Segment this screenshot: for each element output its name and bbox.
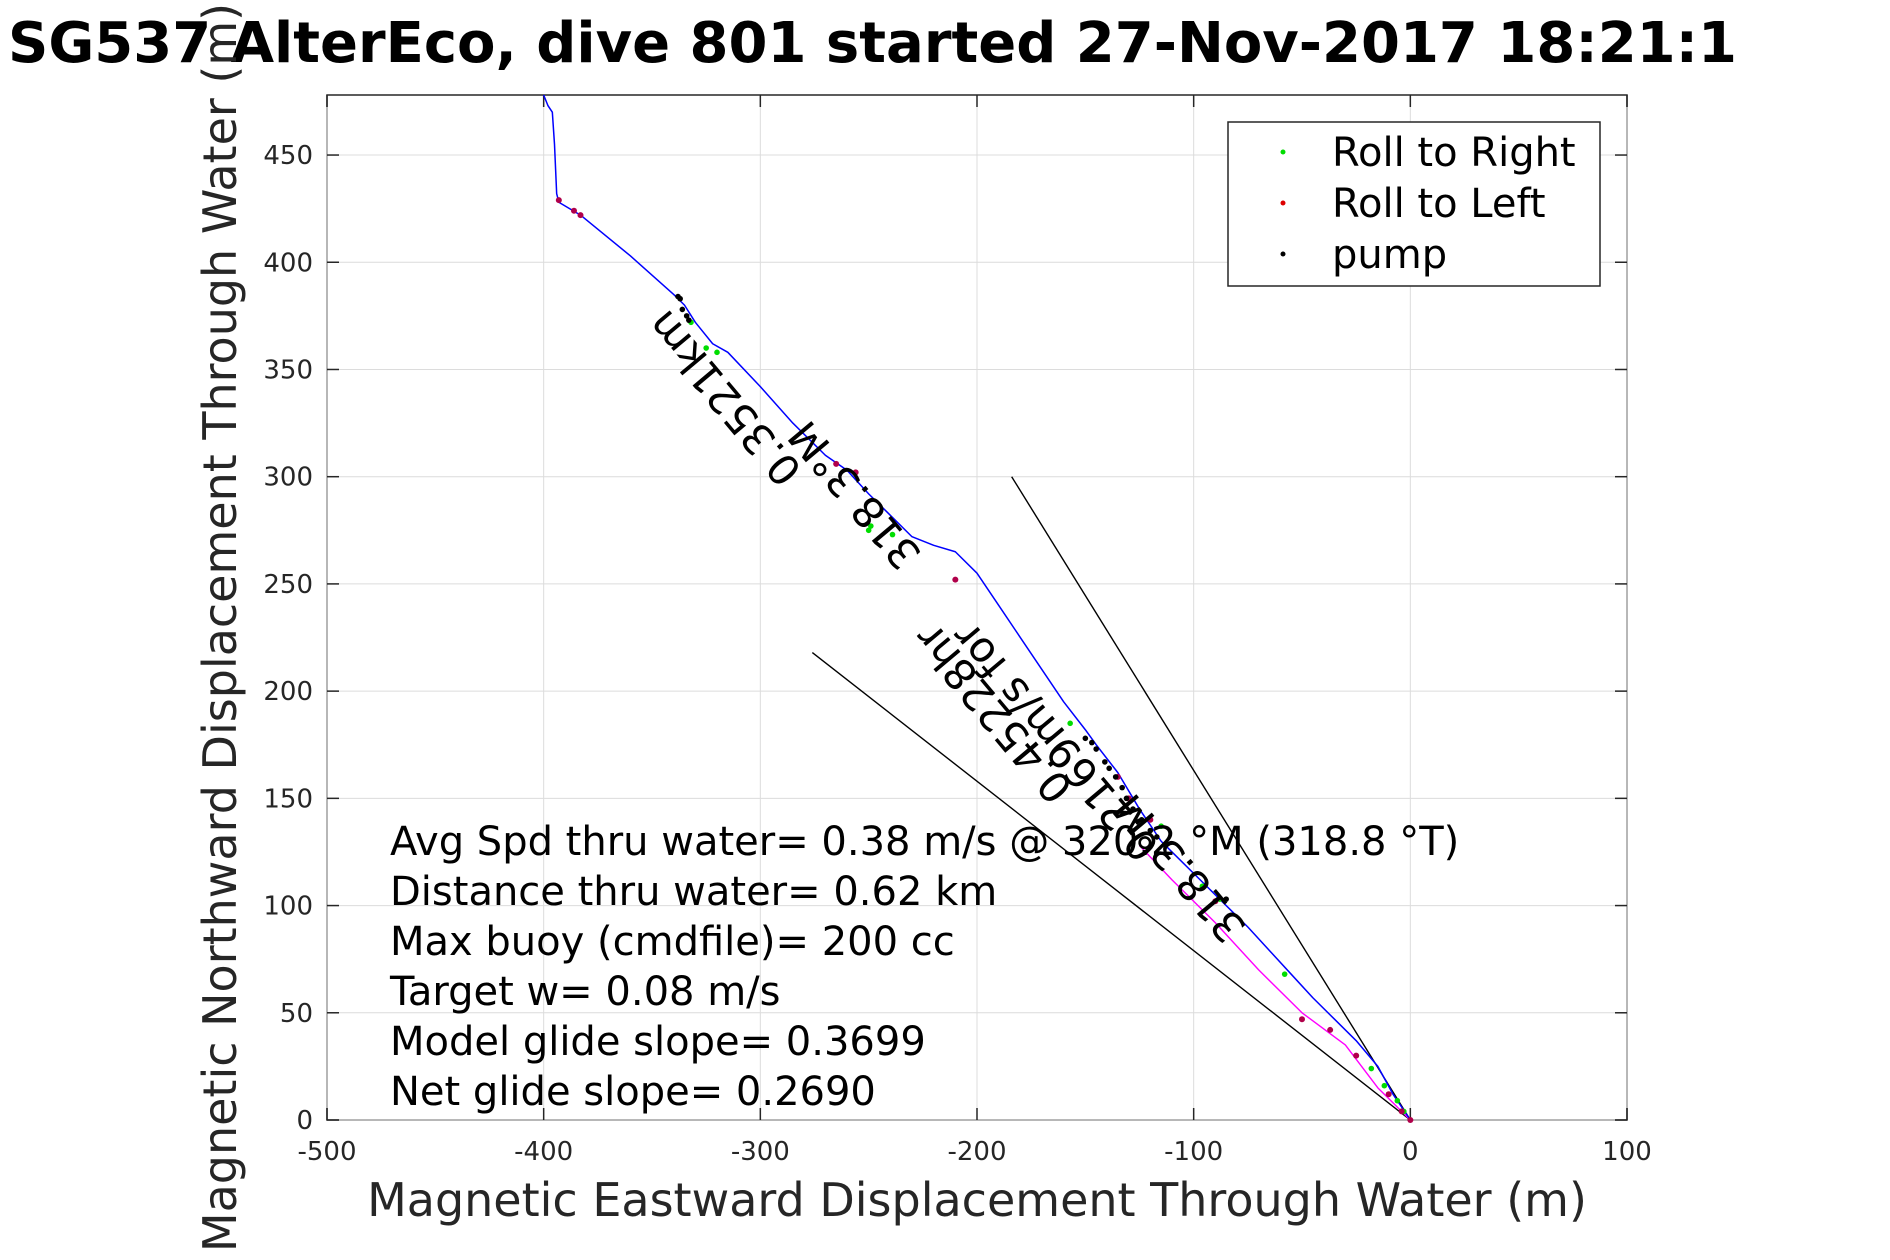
pump-point bbox=[1112, 774, 1119, 780]
pump-point bbox=[1154, 834, 1160, 840]
magenta-track-line bbox=[1138, 845, 1411, 1121]
y-tick-label: 0 bbox=[296, 1106, 313, 1136]
roll-left-point bbox=[833, 460, 840, 467]
annotation-line: Max buoy (cmdfile)= 200 cc bbox=[390, 919, 955, 965]
roll-left-point bbox=[577, 212, 584, 219]
roll-right-point bbox=[1199, 883, 1206, 890]
pump-point bbox=[1130, 806, 1136, 812]
pump-point bbox=[1123, 795, 1130, 802]
x-tick-label: -200 bbox=[947, 1137, 1006, 1167]
legend-label: Roll to Left bbox=[1332, 181, 1546, 227]
roll-left-point bbox=[1299, 1016, 1305, 1023]
chart-title: SG537 AlterEco, dive 801 started 27-Nov-… bbox=[8, 11, 1737, 76]
roll-right-point bbox=[1158, 823, 1164, 830]
roll-right-point bbox=[1067, 720, 1073, 727]
roll-left-point bbox=[852, 469, 859, 476]
annotation-line: Distance thru water= 0.62 km bbox=[390, 869, 997, 915]
y-tick-label: 450 bbox=[263, 141, 313, 171]
roll-right-point bbox=[1281, 971, 1288, 977]
y-axis-label: Magnetic Northward Displacement Through … bbox=[193, 3, 247, 1252]
roll-left-point bbox=[1353, 1052, 1360, 1059]
x-tick-label: 100 bbox=[1602, 1137, 1652, 1167]
annotation-line: Model glide slope= 0.3699 bbox=[390, 1019, 926, 1065]
roll-left-point bbox=[1407, 1117, 1414, 1123]
wedge-line bbox=[1011, 476, 1411, 1121]
roll-right-point bbox=[703, 345, 709, 351]
roll-left-point bbox=[571, 207, 577, 214]
grid-lines bbox=[326, 95, 1628, 1121]
pump-point bbox=[1223, 896, 1229, 902]
annotation-block: Avg Spd thru water= 0.38 m/s @ 320.2 °M … bbox=[389, 819, 1459, 1115]
pump-point bbox=[683, 313, 690, 319]
pump-point bbox=[1093, 746, 1099, 752]
pump-point bbox=[1119, 784, 1125, 791]
pump-point bbox=[1147, 827, 1154, 834]
pump-point bbox=[686, 317, 692, 323]
pump-point bbox=[1102, 759, 1108, 765]
y-tick-label: 250 bbox=[263, 570, 313, 600]
track-lines bbox=[542, 94, 1411, 1121]
roll-left-point bbox=[555, 197, 562, 204]
legend-marker bbox=[1280, 251, 1286, 257]
x-tick-label: -400 bbox=[514, 1137, 573, 1167]
roll-right-point bbox=[889, 531, 896, 538]
pump-point bbox=[675, 293, 681, 300]
pump-point bbox=[1138, 816, 1145, 823]
x-tick-label: 0 bbox=[1402, 1137, 1419, 1167]
y-tick-label: 50 bbox=[280, 999, 313, 1029]
annotation-line: Avg Spd thru water= 0.38 m/s @ 320.2 °M … bbox=[390, 819, 1459, 865]
pump-point bbox=[1106, 765, 1112, 772]
roll-right-point bbox=[1216, 896, 1223, 902]
wedge-line bbox=[811, 651, 1411, 1121]
y-tick-label: 400 bbox=[263, 248, 313, 278]
roll-left-point bbox=[1212, 898, 1219, 905]
tick-labels: -500 -400 -300 -200 -100 0 100 0 50 100 150 200 250 3… bbox=[263, 141, 1651, 1167]
roll-right-point bbox=[714, 349, 720, 356]
roll-left-point bbox=[952, 576, 959, 583]
x-tick-label: -100 bbox=[1164, 1137, 1223, 1167]
pump-point bbox=[1089, 739, 1095, 746]
legend: Roll to Right Roll to Left pump bbox=[1227, 121, 1601, 287]
x-tick-label: -500 bbox=[297, 1137, 356, 1167]
pump-point bbox=[679, 306, 686, 313]
y-tick-label: 100 bbox=[263, 892, 313, 922]
glider-track-line bbox=[542, 94, 1411, 1121]
pump-point bbox=[1082, 735, 1089, 742]
roll-left-point bbox=[1327, 1026, 1334, 1033]
x-tick-label: -300 bbox=[731, 1137, 790, 1167]
wedge-lines bbox=[811, 476, 1411, 1121]
legend-label: pump bbox=[1332, 232, 1447, 278]
roll-left-point bbox=[1385, 1091, 1392, 1098]
roll-left-point bbox=[1398, 1108, 1405, 1115]
y-tick-label: 200 bbox=[263, 677, 313, 707]
y-tick-label: 150 bbox=[263, 784, 313, 814]
roll-right-point bbox=[868, 523, 874, 529]
roll-right-point bbox=[1368, 1065, 1375, 1072]
marker-points bbox=[555, 197, 1414, 1123]
annotation-line: Target w= 0.08 m/s bbox=[389, 969, 780, 1015]
roll-right-point bbox=[1381, 1082, 1388, 1089]
annotation-line: Net glide slope= 0.2690 bbox=[390, 1069, 876, 1115]
x-axis-label: Magnetic Eastward Displacement Through W… bbox=[367, 1173, 1587, 1227]
legend-box bbox=[1227, 121, 1601, 287]
y-tick-label: 350 bbox=[263, 355, 313, 385]
roll-right-point bbox=[1394, 1097, 1401, 1104]
y-tick-label: 300 bbox=[263, 463, 313, 493]
legend-label: Roll to Right bbox=[1332, 130, 1576, 176]
roll-right-point bbox=[865, 527, 872, 534]
legend-marker bbox=[1280, 149, 1286, 155]
roll-left-point bbox=[1147, 816, 1154, 823]
legend-marker bbox=[1280, 200, 1286, 206]
